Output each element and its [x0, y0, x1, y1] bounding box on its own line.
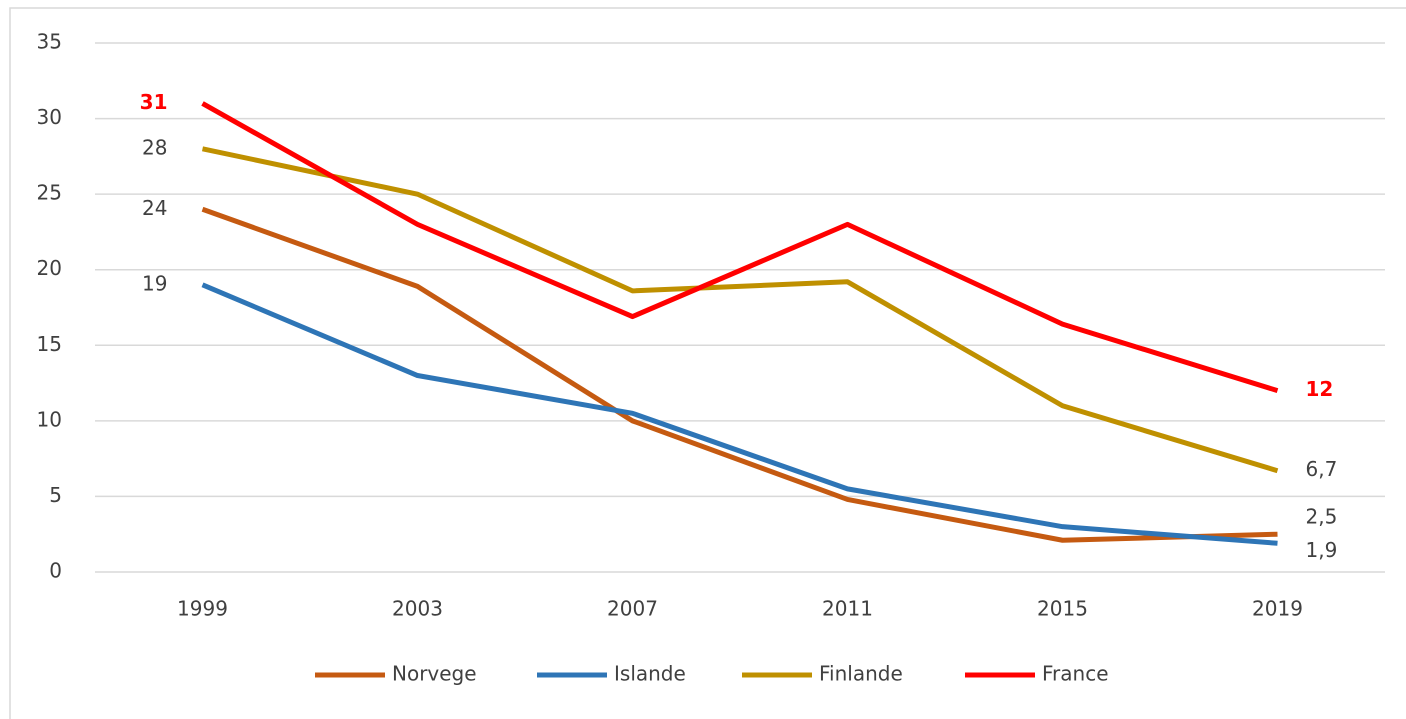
y-tick-label: 30 [37, 105, 62, 129]
data-label: 19 [142, 271, 167, 295]
legend-label: Islande [614, 662, 686, 686]
data-label: 31 [140, 90, 168, 114]
y-tick-label: 35 [37, 30, 62, 54]
data-label: 2,5 [1306, 505, 1338, 529]
line-series [201, 206, 1278, 543]
y-tick-label: 0 [49, 559, 62, 583]
x-tick-label: 2007 [607, 597, 658, 621]
x-tick-label: 2019 [1252, 597, 1303, 621]
y-tick-label: 10 [37, 407, 62, 431]
x-tick-label: 2003 [392, 597, 443, 621]
x-tick-label: 1999 [177, 597, 228, 621]
legend-label: France [1042, 662, 1109, 686]
x-tick-label: 2011 [822, 597, 873, 621]
data-label: 24 [142, 196, 167, 220]
line-series [201, 146, 1279, 474]
y-tick-label: 25 [37, 181, 62, 205]
data-label: 6,7 [1306, 457, 1338, 481]
data-label: 12 [1306, 377, 1334, 401]
y-tick-label: 5 [49, 483, 62, 507]
y-tick-label: 20 [37, 256, 62, 280]
data-label: 1,9 [1306, 538, 1338, 562]
line-series [201, 282, 1278, 546]
legend-label: Finlande [819, 662, 903, 686]
y-tick-label: 15 [37, 332, 62, 356]
legend-label: Norvege [392, 662, 477, 686]
data-label: 28 [142, 135, 167, 159]
line-series [201, 101, 1279, 394]
x-tick-label: 2015 [1037, 597, 1088, 621]
